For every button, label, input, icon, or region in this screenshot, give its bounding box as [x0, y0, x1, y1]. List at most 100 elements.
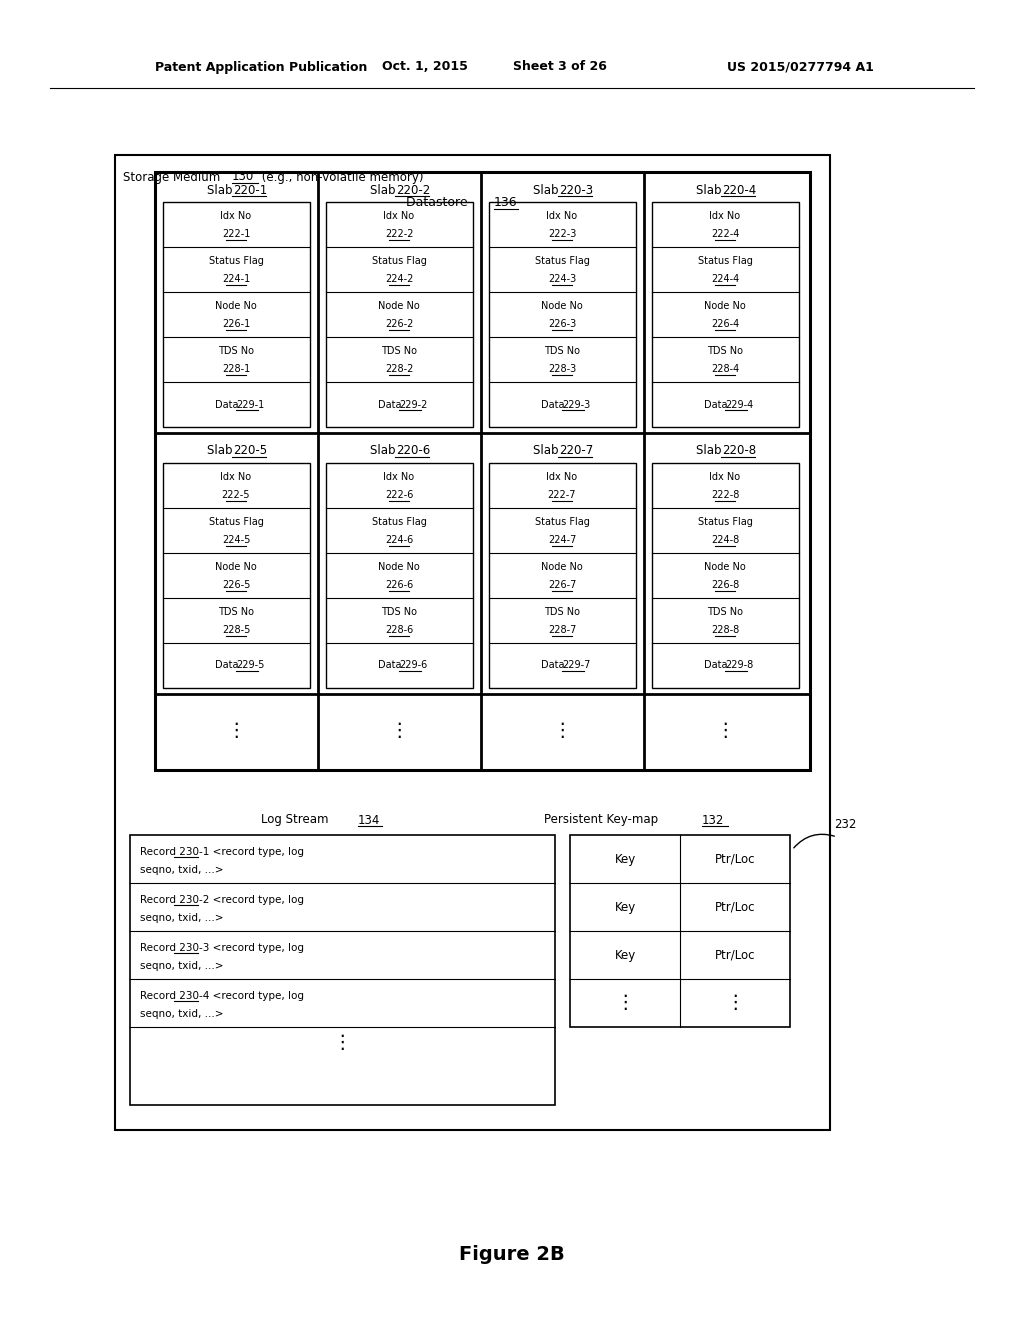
Text: Sheet 3 of 26: Sheet 3 of 26	[513, 61, 607, 74]
Text: Slab: Slab	[534, 445, 562, 458]
Text: 229-8: 229-8	[725, 660, 754, 671]
Text: Key: Key	[614, 900, 636, 913]
Text: ⋮: ⋮	[389, 722, 409, 741]
Text: Ptr/Loc: Ptr/Loc	[715, 949, 756, 961]
Text: Record 230-3 <record type, log: Record 230-3 <record type, log	[140, 942, 304, 953]
Text: 224-4: 224-4	[711, 275, 739, 284]
Text: 222-4: 222-4	[711, 230, 739, 239]
Text: ⋮: ⋮	[332, 1034, 352, 1052]
Bar	[652, 463, 799, 688]
Text: TDS No: TDS No	[381, 346, 417, 356]
Text: Node No: Node No	[705, 301, 745, 312]
Text: Status Flag: Status Flag	[697, 517, 753, 528]
Text: Slab: Slab	[370, 183, 399, 197]
Text: Status Flag: Status Flag	[209, 517, 263, 528]
Text: 224-3: 224-3	[548, 275, 577, 284]
Text: TDS No: TDS No	[218, 346, 254, 356]
Text: Key: Key	[614, 853, 636, 866]
Text: Node No: Node No	[705, 562, 745, 573]
Text: 228-3: 228-3	[548, 364, 577, 375]
Text: 229-4: 229-4	[725, 400, 754, 409]
Text: 220-3: 220-3	[559, 183, 593, 197]
Text: 228-4: 228-4	[711, 364, 739, 375]
Text: Status Flag: Status Flag	[372, 517, 426, 528]
Text: Status Flag: Status Flag	[535, 517, 590, 528]
Text: Status Flag: Status Flag	[372, 256, 426, 267]
Text: Slab: Slab	[696, 183, 725, 197]
Text: TDS No: TDS No	[381, 607, 417, 618]
Text: Status Flag: Status Flag	[535, 256, 590, 267]
Text: 229-5: 229-5	[237, 660, 265, 671]
Text: Node No: Node No	[378, 562, 420, 573]
Text: Node No: Node No	[541, 562, 583, 573]
Text: 226-6: 226-6	[385, 581, 413, 590]
Text: Ptr/Loc: Ptr/Loc	[715, 900, 756, 913]
Text: 226-7: 226-7	[548, 581, 577, 590]
Text: Slab: Slab	[534, 183, 562, 197]
Text: 226-5: 226-5	[222, 581, 250, 590]
Text: Data: Data	[215, 660, 242, 671]
Text: TDS No: TDS No	[544, 607, 580, 618]
Bar	[130, 836, 555, 1105]
Bar	[489, 463, 636, 688]
Text: 220-5: 220-5	[233, 445, 267, 458]
Bar	[115, 154, 830, 1130]
Text: ⋮: ⋮	[725, 994, 744, 1012]
Text: 222-6: 222-6	[385, 491, 414, 500]
Bar	[163, 463, 310, 688]
Bar	[489, 202, 636, 426]
Text: 220-6: 220-6	[396, 445, 430, 458]
Text: seqno, txid, ...>: seqno, txid, ...>	[140, 912, 223, 923]
Text: Patent Application Publication: Patent Application Publication	[155, 61, 368, 74]
Text: ⋮: ⋮	[715, 722, 735, 741]
Bar	[570, 836, 790, 1027]
Text: 224-1: 224-1	[222, 275, 250, 284]
Text: Idx No: Idx No	[383, 473, 415, 482]
Text: Node No: Node No	[215, 562, 257, 573]
Text: 224-2: 224-2	[385, 275, 414, 284]
Text: Persistent Key-map: Persistent Key-map	[544, 813, 662, 826]
Text: 228-2: 228-2	[385, 364, 414, 375]
Bar	[326, 463, 473, 688]
Text: ⋮: ⋮	[552, 722, 571, 741]
Text: 228-5: 228-5	[222, 626, 250, 635]
Text: Data: Data	[541, 660, 567, 671]
Text: TDS No: TDS No	[707, 346, 743, 356]
Text: 220-1: 220-1	[233, 183, 267, 197]
Text: 229-3: 229-3	[562, 400, 591, 409]
Text: Node No: Node No	[215, 301, 257, 312]
Text: Idx No: Idx No	[710, 211, 740, 222]
Text: 220-8: 220-8	[722, 445, 756, 458]
Text: Idx No: Idx No	[383, 211, 415, 222]
Text: 220-2: 220-2	[396, 183, 430, 197]
Text: Storage Medium: Storage Medium	[123, 170, 224, 183]
Text: Datastore: Datastore	[407, 197, 472, 210]
Bar	[163, 202, 310, 426]
Text: 226-1: 226-1	[222, 319, 250, 330]
Text: seqno, txid, ...>: seqno, txid, ...>	[140, 865, 223, 875]
Bar	[652, 202, 799, 426]
Text: 228-6: 228-6	[385, 626, 413, 635]
Text: Data: Data	[215, 400, 242, 409]
Text: Figure 2B: Figure 2B	[459, 1246, 565, 1265]
Text: 222-5: 222-5	[222, 491, 250, 500]
Text: TDS No: TDS No	[707, 607, 743, 618]
Text: 222-1: 222-1	[222, 230, 250, 239]
Text: 226-4: 226-4	[711, 319, 739, 330]
Text: Status Flag: Status Flag	[209, 256, 263, 267]
Text: 224-6: 224-6	[385, 536, 413, 545]
Text: 132: 132	[702, 813, 724, 826]
Text: 226-2: 226-2	[385, 319, 414, 330]
Text: (e.g., non-volatile memory): (e.g., non-volatile memory)	[258, 170, 424, 183]
Text: Data: Data	[378, 660, 404, 671]
Text: Idx No: Idx No	[547, 211, 578, 222]
Text: Ptr/Loc: Ptr/Loc	[715, 853, 756, 866]
Text: Idx No: Idx No	[547, 473, 578, 482]
Text: 220-4: 220-4	[722, 183, 757, 197]
Text: TDS No: TDS No	[544, 346, 580, 356]
Text: 222-3: 222-3	[548, 230, 577, 239]
Text: Data: Data	[541, 400, 567, 409]
Text: Log Stream: Log Stream	[261, 813, 332, 826]
Text: Slab: Slab	[696, 445, 725, 458]
Text: TDS No: TDS No	[218, 607, 254, 618]
